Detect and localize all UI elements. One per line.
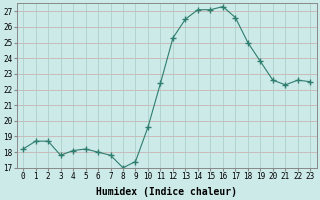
X-axis label: Humidex (Indice chaleur): Humidex (Indice chaleur) <box>96 186 237 197</box>
